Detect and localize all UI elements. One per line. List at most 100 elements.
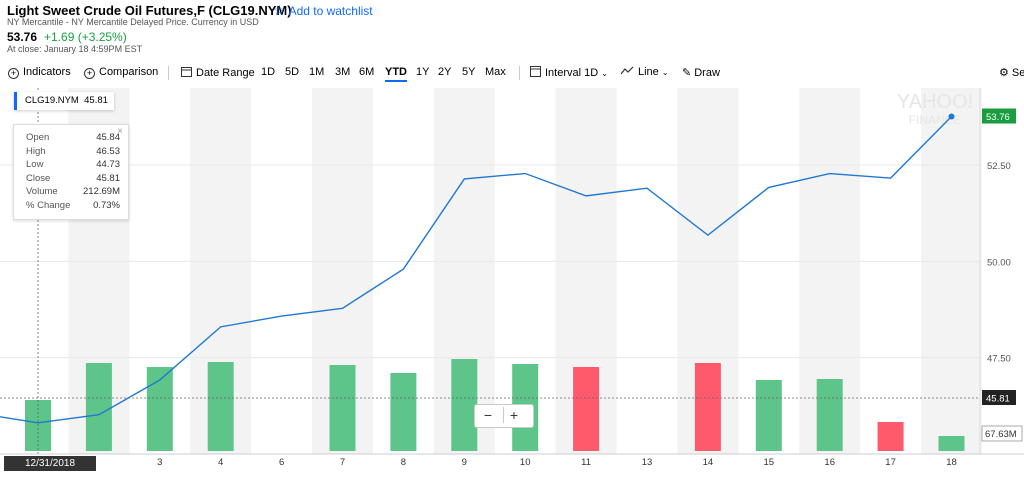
- plus-circle-icon: +: [84, 68, 95, 79]
- volume-bar: [85, 363, 112, 451]
- range-tab-max[interactable]: Max: [485, 66, 506, 78]
- header: Light Sweet Crude Oil Futures,F (CLG19.N…: [7, 2, 292, 20]
- watermark-line2: FINANCE: [909, 113, 962, 127]
- settings-label: Se: [1011, 67, 1024, 79]
- exchange-subtitle: NY Mercantile - NY Mercantile Delayed Pr…: [7, 17, 259, 27]
- legend-symbol: CLG19.NYM: [25, 95, 79, 106]
- close-icon[interactable]: ×: [117, 126, 123, 137]
- volume-bar: [755, 380, 782, 451]
- add-to-watchlist-button[interactable]: ☆ Add to watchlist: [273, 2, 373, 19]
- ohlc-value: 44.73: [96, 159, 120, 170]
- x-tick-label: 6: [279, 457, 284, 468]
- x-tick-label: 15: [764, 457, 775, 468]
- x-tick-label: 11: [581, 457, 591, 468]
- x-tick-label: 17: [885, 457, 896, 468]
- range-tab-1y[interactable]: 1Y: [416, 66, 430, 78]
- crosshair-price-tag: [982, 390, 1016, 405]
- draw-button[interactable]: ✎ Draw: [682, 66, 720, 79]
- line-label: Line: [638, 66, 659, 78]
- ohlc-value: 0.73%: [93, 199, 120, 211]
- settings-button[interactable]: ⚙ Se: [999, 66, 1024, 79]
- indicators-button[interactable]: + Indicators: [8, 66, 71, 79]
- chart-type-selector[interactable]: Line ⌄: [620, 66, 669, 78]
- range-tab-6m[interactable]: 6M: [359, 66, 375, 78]
- x-tick-label: 13: [642, 457, 653, 468]
- ohlc-row: Open 45.84: [26, 132, 120, 145]
- last-price-tag: [982, 108, 1016, 124]
- volume-bar: [573, 367, 600, 451]
- interval-label: Interval: [545, 67, 582, 79]
- range-tab-ytd[interactable]: YTD: [385, 66, 407, 82]
- range-tab-3m[interactable]: 3M: [335, 66, 351, 78]
- zoom-out-button[interactable]: −: [483, 407, 493, 423]
- interval-selector[interactable]: Interval 1D ⌄: [530, 66, 608, 79]
- ohlc-value: 45.84: [96, 132, 120, 143]
- interval-icon: [530, 66, 541, 77]
- y-tick-label: 47.50: [987, 354, 1011, 365]
- volume-bar: [816, 379, 843, 451]
- ohlc-row: % Change 0.73%: [26, 200, 120, 213]
- last-price-tag-text: 53.76: [986, 112, 1010, 123]
- comparison-button[interactable]: + Comparison: [84, 66, 158, 79]
- volume-bar: [451, 359, 478, 451]
- range-tab-2y[interactable]: 2Y: [438, 66, 452, 78]
- range-tab-1d[interactable]: 1D: [261, 66, 276, 78]
- current-price: 53.76: [7, 30, 38, 44]
- y-tick-label: 52.50: [987, 161, 1011, 172]
- series-legend-tag[interactable]: CLG19.NYM 45.81: [14, 92, 114, 110]
- interval-value: 1D: [584, 67, 599, 79]
- ohlc-value: 212.69M: [83, 186, 120, 197]
- toolbar-divider: [519, 66, 520, 80]
- chevron-down-icon: ⌄: [661, 68, 669, 77]
- ohlc-row: Close 45.81: [26, 173, 120, 186]
- chart-toolbar: + Indicators + Comparison Date Range 1D 5D 1…: [0, 62, 1024, 84]
- ohlc-key: Close: [26, 172, 51, 184]
- gear-icon: ⚙: [999, 67, 1009, 79]
- price-line: [0, 113, 955, 424]
- x-tick-label: 7: [340, 457, 345, 468]
- crosshair-date-label: 12/31/2018: [4, 456, 96, 471]
- volume-bar: [207, 362, 234, 451]
- chevron-down-icon: ⌄: [601, 69, 608, 78]
- page-title: Light Sweet Crude Oil Futures,F (CLG19.N…: [7, 3, 292, 18]
- range-tab-5y[interactable]: 5Y: [462, 66, 476, 78]
- ohlc-key: Low: [26, 159, 44, 170]
- zoom-control: − +: [474, 404, 534, 428]
- line-chart-icon: [620, 66, 634, 75]
- x-tick-label: 9: [462, 457, 467, 468]
- range-tab-1m[interactable]: 1M: [309, 66, 325, 78]
- day-band: [921, 88, 982, 454]
- x-axis: 3 4 6 7 8 9 10 11 13 14 15 16 17 18: [0, 453, 1024, 468]
- volume-bar: [329, 365, 356, 451]
- ohlc-tooltip: × Open 45.84 High 46.53 Low 44.73 Close 45.81 Vo…: [13, 124, 129, 220]
- ohlc-row: Volume 212.69M: [26, 186, 120, 199]
- ohlc-key: High: [26, 145, 46, 157]
- zoom-in-button[interactable]: +: [503, 407, 524, 423]
- draw-label: Draw: [694, 67, 720, 79]
- price-line-path: [0, 116, 952, 424]
- ohlc-key: % Change: [26, 199, 71, 211]
- toolbar-divider: [168, 66, 169, 80]
- volume-bar: [938, 436, 965, 451]
- comparison-label: Comparison: [99, 66, 159, 78]
- x-tick-label: 14: [703, 457, 714, 468]
- x-tick-label: 3: [157, 457, 162, 468]
- ohlc-row: Low 44.73: [26, 159, 120, 172]
- last-price-point: [948, 113, 955, 120]
- ohlc-value: 45.81: [96, 172, 120, 184]
- x-tick-label: 8: [401, 457, 406, 468]
- range-tab-5d[interactable]: 5D: [285, 66, 300, 78]
- volume-bar: [877, 422, 904, 451]
- yahoo-finance-watermark: YAHOO! FINANCE: [897, 91, 973, 127]
- indicators-label: Indicators: [23, 66, 71, 78]
- star-icon: ☆: [273, 2, 286, 18]
- date-range-button[interactable]: Date Range: [181, 66, 255, 79]
- watchlist-label: Add to watchlist: [288, 4, 373, 18]
- volume-bar: [390, 373, 417, 451]
- crosshair-price-tag-text: 45.81: [986, 394, 1010, 405]
- x-tick-label: 10: [520, 457, 531, 468]
- close-info: At close: January 18 4:59PM EST: [7, 44, 143, 54]
- watermark-line1: YAHOO!: [897, 91, 973, 113]
- calendar-icon: [181, 67, 192, 77]
- x-tick-label: 16: [824, 457, 835, 468]
